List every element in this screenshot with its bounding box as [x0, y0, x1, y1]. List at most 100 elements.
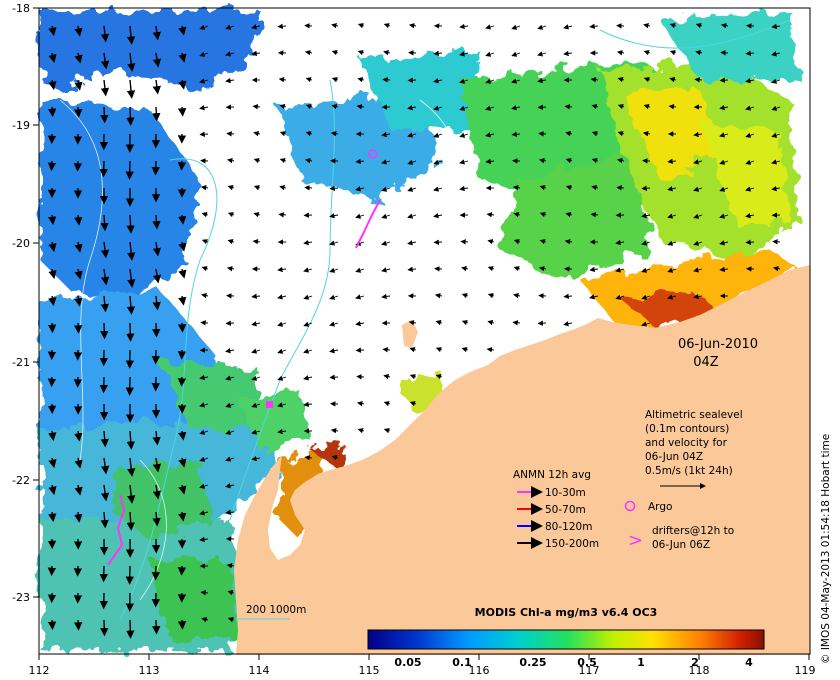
velocity-arrow [305, 158, 313, 164]
velocity-arrow [251, 402, 261, 408]
velocity-arrow [719, 186, 729, 192]
velocity-arrow [719, 240, 729, 246]
velocity-arrow [617, 131, 625, 137]
velocity-arrow [433, 50, 443, 57]
x-tick-label: 118 [689, 664, 710, 677]
velocity-arrow [590, 212, 599, 218]
velocity-arrow [278, 212, 287, 218]
velocity-arrow [745, 78, 755, 84]
velocity-arrow [178, 295, 187, 306]
velocity-arrow [485, 158, 495, 165]
velocity-arrow [511, 78, 521, 84]
x-axis: 112 113 114 115 116 117 118 119 [29, 654, 816, 677]
x-tick-label: 117 [579, 664, 600, 677]
velocity-arrow [200, 320, 209, 326]
colorbar-tick-label: 2 [691, 656, 699, 669]
velocity-arrow [329, 185, 339, 191]
y-tick-label: -19 [12, 119, 30, 132]
velocity-arrow [48, 430, 57, 442]
velocity-arrow [407, 240, 417, 246]
velocity-arrow [152, 511, 161, 527]
velocity-arrow [48, 52, 57, 64]
velocity-arrow [511, 24, 521, 30]
velocity-arrow [513, 293, 521, 299]
plot-frame [38, 7, 811, 655]
velocity-arrow [459, 159, 469, 165]
velocity-arrow [126, 322, 135, 342]
velocity-arrow [227, 212, 235, 218]
velocity-arrow [590, 77, 599, 83]
velocity-arrow [695, 23, 703, 29]
velocity-arrow [719, 266, 729, 273]
velocity-arrow [772, 239, 781, 245]
velocity-arrow [304, 50, 313, 56]
velocity-arrow [695, 50, 703, 56]
x-tick-label: 119 [795, 664, 816, 677]
velocity-arrow [357, 428, 365, 434]
colorbar-tick-label: 4 [745, 656, 753, 669]
velocity-arrow [48, 79, 57, 91]
velocity-arrow [591, 158, 599, 164]
anmn-legend-item: 50-70m [545, 504, 586, 516]
velocity-arrow [199, 78, 209, 84]
velocity-arrow [152, 619, 161, 635]
altimetry-legend-line: (0.1m contours) [645, 423, 729, 435]
velocity-arrow [177, 106, 187, 117]
velocity-arrow [330, 428, 339, 434]
velocity-arrow [641, 213, 651, 219]
velocity-arrow [433, 213, 443, 219]
velocity-arrow [100, 214, 109, 232]
velocity-arrow [152, 79, 161, 95]
velocity-arrow [459, 132, 469, 138]
velocity-arrow [74, 25, 83, 37]
colorbar: MODIS Chl-a mg/m3 v6.4 OC3 0.05 0.1 0.25… [367, 606, 765, 669]
argo-legend-icon [624, 500, 636, 512]
velocity-arrow [381, 159, 391, 165]
velocity-arrow [305, 131, 313, 137]
velocity-arrow [48, 457, 57, 469]
velocity-arrow [433, 186, 443, 192]
velocity-arrow [277, 348, 287, 354]
velocity-arrow [48, 268, 57, 280]
x-tick-label: 113 [139, 664, 160, 677]
velocity-arrow [279, 158, 287, 164]
velocity-arrow [407, 77, 417, 83]
velocity-arrow [126, 511, 135, 531]
velocity-arrow [178, 52, 187, 63]
velocity-arrow [251, 321, 261, 327]
velocity-arrow [486, 212, 495, 218]
velocity-arrow [408, 23, 417, 29]
velocity-arrow [616, 185, 625, 191]
velocity-arrow [589, 294, 599, 300]
anmn-legend-item: 10-30m [545, 487, 586, 499]
velocity-arrow [225, 429, 235, 435]
velocity-arrow [693, 131, 703, 138]
velocity-arrow [407, 159, 417, 165]
velocity-scale-label: 0.5m/s (1kt 24h) [645, 465, 733, 477]
velocity-arrow [152, 52, 162, 68]
velocity-arrow [565, 158, 573, 164]
velocity-arrow [485, 51, 495, 57]
velocity-arrow [407, 266, 417, 273]
altimetry-legend-line: Altimetric sealevel [645, 409, 743, 421]
velocity-arrow [382, 347, 391, 353]
velocity-arrow [152, 25, 161, 41]
velocity-arrow [773, 266, 781, 272]
velocity-arrow [48, 511, 57, 523]
velocity-arrow [251, 375, 261, 381]
velocity-arrow [383, 374, 391, 380]
velocity-arrow [720, 23, 729, 29]
velocity-arrow [178, 25, 187, 36]
velocity-arrow [641, 294, 651, 300]
velocity-arrow [48, 484, 57, 496]
velocity-arrow [100, 322, 109, 340]
velocity-arrow [227, 617, 235, 623]
velocity-arrow [539, 212, 547, 218]
velocity-arrow [277, 321, 287, 327]
velocity-arrow [329, 374, 339, 380]
velocity-arrow [513, 212, 521, 218]
velocity-arrow [100, 484, 110, 502]
velocity-arrow [277, 428, 287, 435]
drifter-tracks [107, 199, 381, 566]
